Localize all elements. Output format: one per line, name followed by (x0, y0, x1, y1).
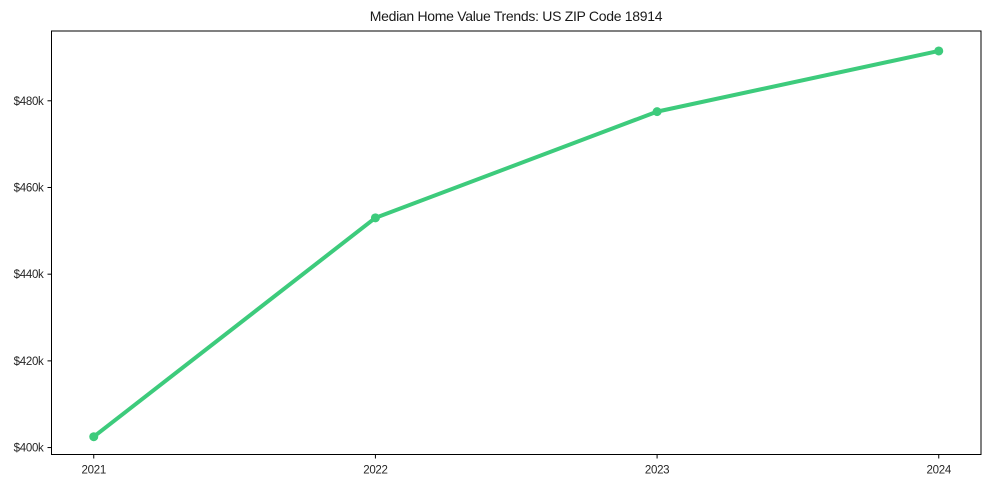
trend-line (91, 48, 941, 439)
chart-title: Median Home Value Trends: US ZIP Code 18… (369, 8, 663, 24)
data-point-marker (89, 432, 99, 442)
y-axis-tick-label: $480k (14, 96, 44, 108)
plot-border (51, 30, 982, 455)
x-axis-tick-label: 2021 (82, 465, 106, 477)
data-point-marker (652, 107, 662, 117)
y-axis-tick-label: $440k (14, 269, 44, 281)
x-axis-tick-label: 2022 (363, 465, 387, 477)
data-point-marker (370, 213, 380, 223)
x-axis-tick-label: 2023 (645, 465, 669, 477)
y-axis-tick-label: $460k (14, 182, 44, 194)
data-point-marker (934, 46, 944, 56)
x-axis-tick-label: 2024 (927, 465, 952, 477)
y-axis-tick-label: $400k (14, 443, 44, 455)
y-axis-tick-label: $420k (14, 356, 44, 368)
